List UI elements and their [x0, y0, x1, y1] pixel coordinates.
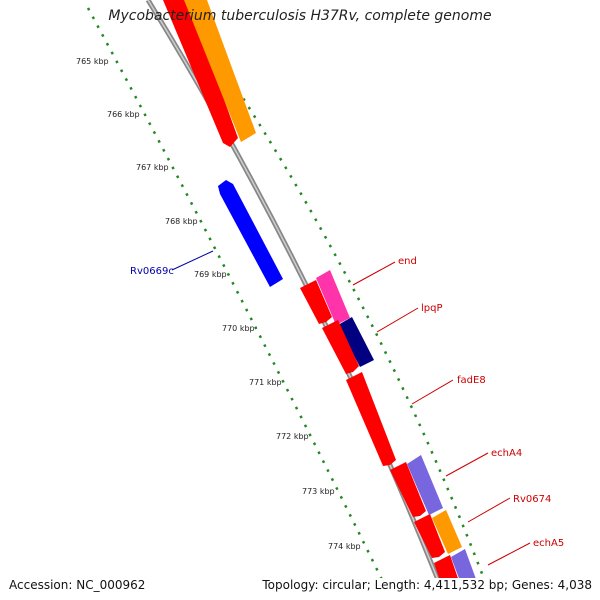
tick-label: 772 kbp: [276, 432, 309, 441]
gene-feature[interactable]: [434, 555, 462, 598]
gene-label-echA4[interactable]: echA4: [491, 448, 522, 459]
leader-lpqP: [376, 307, 419, 333]
gene-echA4[interactable]: [407, 455, 443, 515]
tick-label: 770 kbp: [222, 324, 255, 333]
gene-echA5[interactable]: [451, 549, 480, 597]
leader-Rv0674: [467, 497, 511, 523]
gene-Rv0674[interactable]: [432, 510, 462, 554]
leader-fadE8: [411, 379, 454, 405]
gene-feature[interactable]: [390, 462, 426, 517]
tick-track-outer: [203, 39, 486, 578]
gene-label-echA5[interactable]: echA5: [533, 538, 564, 549]
leader-end: [352, 261, 396, 286]
map-title: Mycobacterium tuberculosis H37Rv, comple…: [108, 8, 492, 24]
tick-label: 773 kbp: [302, 487, 335, 496]
leader-Rv0669c: [171, 250, 214, 271]
gene-label-lpqP[interactable]: lpqP: [421, 303, 443, 314]
leader-echA5: [487, 542, 531, 566]
tick-label: 765 kbp: [76, 57, 109, 66]
gene-fadE8[interactable]: [346, 372, 396, 466]
tick-label: 771 kbp: [249, 378, 282, 387]
genome-summary: Topology: circular; Length: 4,411,532 bp…: [262, 578, 592, 592]
gene-Rv0669c[interactable]: [218, 180, 283, 287]
genome-backbone: [145, 0, 440, 578]
gene-label-fadE8[interactable]: fadE8: [457, 375, 486, 386]
tick-label: 766 kbp: [107, 110, 140, 119]
tick-label: 768 kbp: [165, 217, 198, 226]
gene-end[interactable]: [316, 270, 350, 325]
gene-feature[interactable]: [322, 320, 359, 374]
gene-lpqP[interactable]: [338, 317, 374, 367]
accession-text: Accession: NC_000962: [9, 578, 146, 592]
gene-feature[interactable]: [184, 0, 256, 142]
tick-label: 769 kbp: [194, 270, 227, 279]
gene-feature[interactable]: [300, 280, 332, 324]
leader-echA4: [445, 452, 489, 477]
gene-feature[interactable]: [414, 514, 445, 558]
gene-label-end[interactable]: end: [398, 256, 417, 267]
gene-label-Rv0674[interactable]: Rv0674: [513, 494, 551, 505]
genome-backbone-highlight: [147, 0, 439, 578]
tick-label: 774 kbp: [328, 542, 361, 551]
gene-feature[interactable]: [163, 0, 238, 147]
tick-label: 767 kbp: [136, 163, 169, 172]
gene-label-Rv0669c[interactable]: Rv0669c: [130, 266, 174, 277]
tick-track-inner: [86, 7, 383, 578]
